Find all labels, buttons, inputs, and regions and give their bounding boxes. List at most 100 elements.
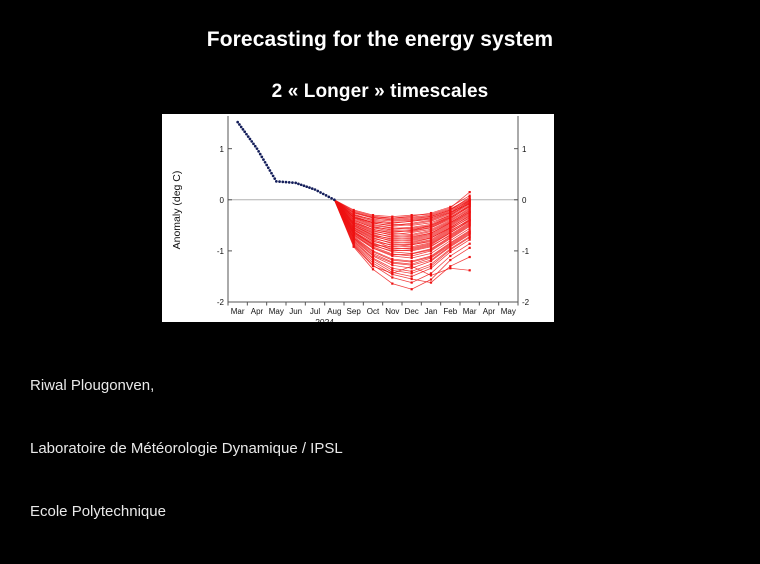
ensemble-member-marker <box>449 205 452 209</box>
ensemble-member-marker <box>410 264 413 267</box>
ensemble-member-marker <box>429 252 433 255</box>
x-tick-label: Aug <box>327 307 341 316</box>
x-tick-label: May <box>501 307 516 316</box>
ensemble-member-marker <box>391 247 394 250</box>
ensemble-member-marker <box>429 226 433 229</box>
x-tick-label: Jun <box>289 307 302 316</box>
author-institution: Ecole Polytechnique <box>30 503 166 520</box>
observed-point <box>308 186 311 190</box>
ensemble-member-marker <box>449 216 452 219</box>
ensemble-member-marker <box>391 233 394 236</box>
observed-point <box>239 125 243 129</box>
ensemble-member-marker <box>352 216 355 219</box>
observed-point <box>268 169 272 172</box>
ensemble-member-marker <box>429 228 433 231</box>
ensemble-member-marker <box>449 258 452 262</box>
observed-point <box>273 177 277 181</box>
ensemble-member-marker <box>371 265 375 268</box>
x-tick-label: Mar <box>463 307 477 316</box>
ensemble-member-marker <box>410 231 413 234</box>
ensemble-member-marker <box>410 270 413 273</box>
x-tick-label: Jul <box>310 307 320 316</box>
ensemble-member-marker <box>391 241 394 244</box>
ensemble-member-marker <box>468 215 471 218</box>
ensemble-member-marker <box>449 234 452 237</box>
ensemble-member-line <box>334 199 470 235</box>
ensemble-member-marker <box>352 224 355 227</box>
ensemble-member-marker <box>410 243 413 246</box>
ensemble-member-marker <box>429 267 433 270</box>
observed-point <box>263 160 267 164</box>
ensemble-member-marker <box>468 217 471 220</box>
observed-point <box>236 120 240 124</box>
ensemble-member-marker <box>449 265 452 268</box>
ensemble-member-marker <box>391 231 394 234</box>
ensemble-member-marker <box>410 252 413 256</box>
observed-point <box>294 181 298 185</box>
ensemble-member-marker <box>410 236 413 239</box>
ensemble-member-marker <box>391 239 394 242</box>
ensemble-member-marker <box>449 208 452 212</box>
ensemble-member-marker <box>449 244 452 247</box>
ensemble-member-marker <box>371 226 375 229</box>
y-tick-label: -2 <box>217 298 225 307</box>
ensemble-member-marker <box>429 258 433 262</box>
ensemble-member-marker <box>410 256 413 260</box>
ensemble-member-marker <box>410 227 413 230</box>
ensemble-member-marker <box>410 261 413 264</box>
ensemble-member-marker <box>468 191 471 194</box>
ensemble-member-marker <box>429 211 433 215</box>
observed-point <box>241 127 245 131</box>
ensemble-member-marker <box>429 221 433 224</box>
ensemble-member-marker <box>468 194 471 197</box>
ensemble-member-marker <box>352 237 355 240</box>
ensemble-member-marker <box>410 238 413 241</box>
page-title: Forecasting for the energy system <box>206 28 554 51</box>
x-tick-label: Dec <box>405 307 419 316</box>
ensemble-member-marker <box>352 214 355 217</box>
ensemble-member-marker <box>391 276 394 279</box>
observed-point <box>252 142 255 146</box>
ensemble-member-line <box>334 199 470 227</box>
ensemble-member-marker <box>449 224 452 227</box>
ensemble-member-marker <box>352 219 355 222</box>
observed-point <box>257 150 260 153</box>
ensemble-member-marker <box>449 210 452 214</box>
ensemble-member-marker <box>391 224 394 227</box>
y-tick-label-right: 1 <box>522 145 527 154</box>
observed-point <box>253 144 257 148</box>
ensemble-member-marker <box>429 274 433 277</box>
observed-point <box>270 171 273 175</box>
x-tick-label: Mar <box>231 307 245 316</box>
observed-point <box>248 137 252 141</box>
ensemble-member-marker <box>429 240 433 243</box>
observed-point <box>271 174 275 178</box>
ensemble-member-marker <box>429 265 433 268</box>
ensemble-member-line <box>334 199 470 224</box>
ensemble-member-marker <box>391 267 394 270</box>
ensemble-member-marker <box>449 229 452 232</box>
ensemble-member-marker <box>410 277 413 281</box>
x-tick-label: Oct <box>367 307 380 316</box>
ensemble-member-marker <box>410 240 413 243</box>
ensemble-member-line <box>334 199 470 229</box>
ensemble-member-marker <box>468 242 471 245</box>
observed-point <box>327 195 331 199</box>
ensemble-member-marker <box>410 246 413 249</box>
ensemble-member-marker <box>371 224 375 227</box>
ensemble-member-marker <box>468 222 471 225</box>
ensemble-member-marker <box>371 240 375 243</box>
ensemble-member-marker <box>449 248 452 251</box>
ensemble-member-marker <box>391 235 394 238</box>
ensemble-member-marker <box>371 253 375 257</box>
ensemble-member-marker <box>468 219 471 222</box>
ensemble-member-line <box>334 199 470 250</box>
ensemble-member-line <box>334 199 470 259</box>
ensemble-member-line <box>334 199 470 237</box>
ensemble-member-marker <box>410 254 413 258</box>
ensemble-member-marker <box>429 242 433 245</box>
observed-point <box>297 182 300 186</box>
y-tick-label: 0 <box>220 196 225 205</box>
ensemble-member-marker <box>429 238 433 241</box>
x-tick-label: Jan <box>425 307 438 316</box>
